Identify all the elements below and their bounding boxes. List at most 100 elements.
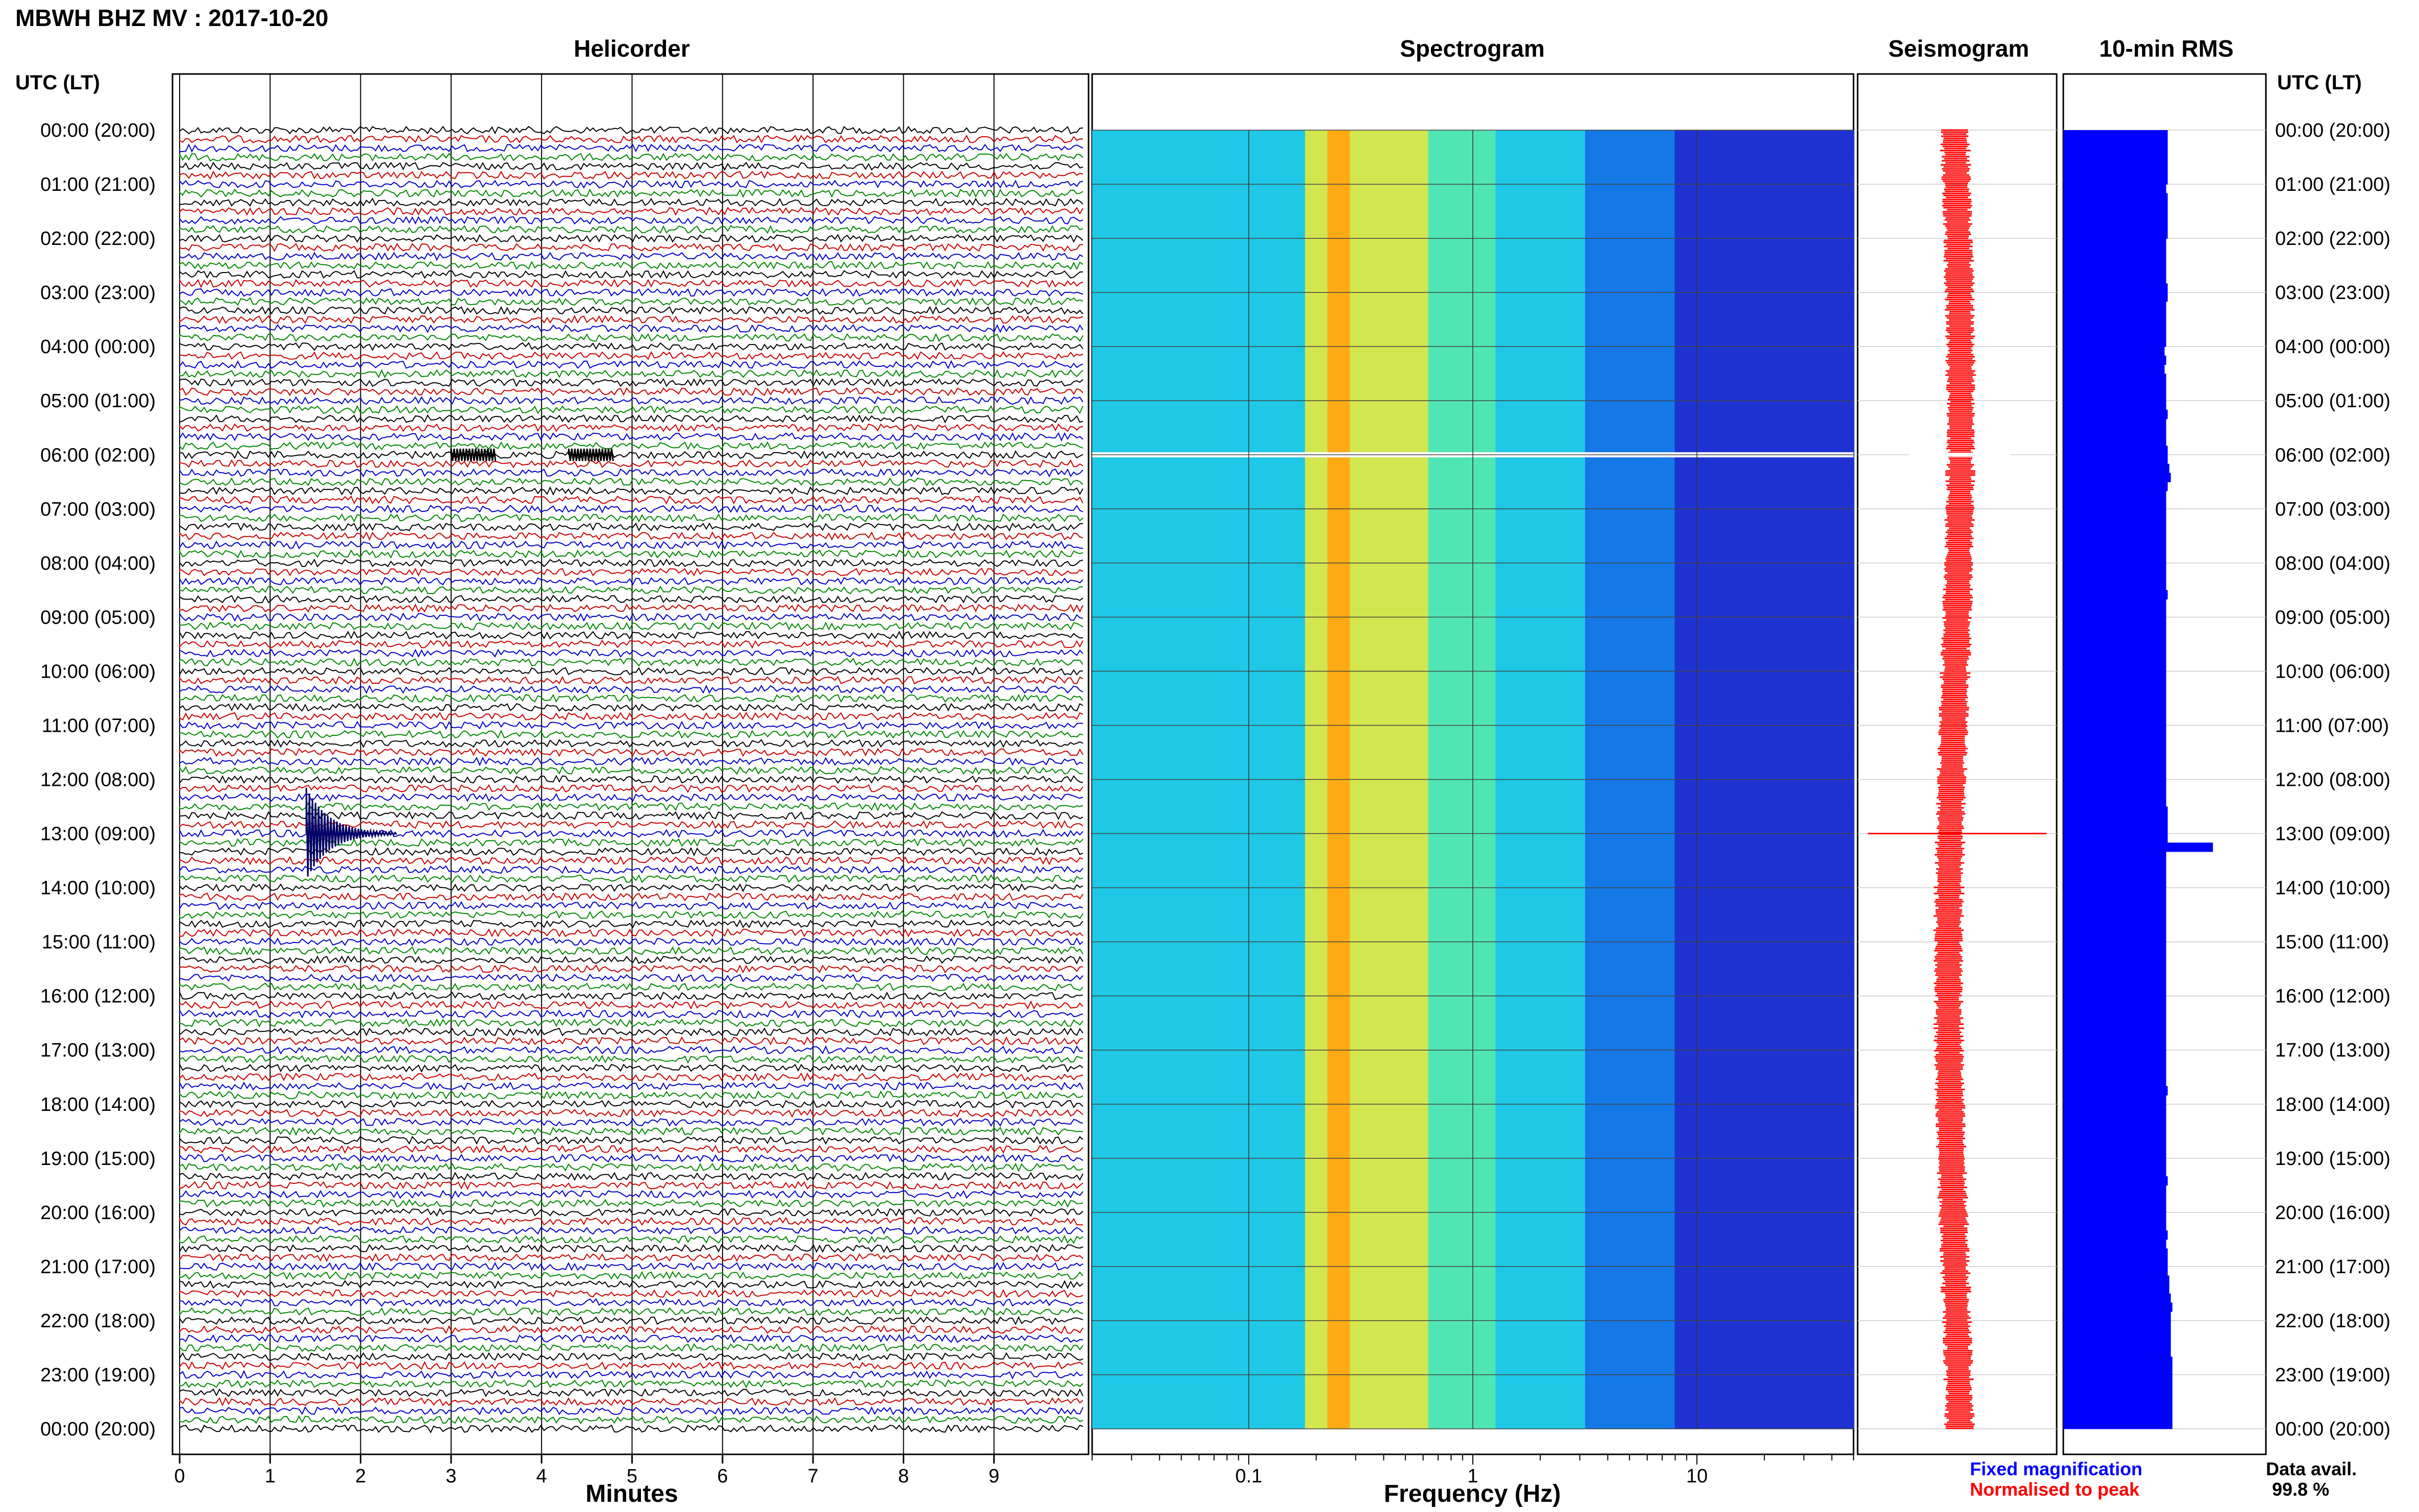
spectrogram-cell (1753, 860, 1765, 888)
spectrogram-cell (1607, 617, 1619, 645)
spectrogram-cell (1215, 671, 1227, 699)
spectrogram-cell (1428, 1050, 1440, 1078)
spectrogram-cell (1383, 455, 1395, 482)
spectrogram-cell (1708, 428, 1720, 455)
spectrogram-cell (1697, 914, 1709, 943)
spectrogram-cell (1181, 671, 1194, 699)
spectrogram-cell (1271, 590, 1283, 617)
spectrogram-cell (1361, 482, 1373, 509)
time-label-right: 19:00 (15:00) (2275, 1148, 2390, 1170)
spectrogram-cell (1809, 969, 1821, 997)
spectrogram-cell (1271, 211, 1283, 239)
spectrogram-cell (1238, 265, 1249, 293)
spectrogram-cell (1294, 752, 1305, 780)
spectrogram-cell (1350, 752, 1362, 780)
spectrogram-cell (1742, 292, 1754, 320)
spectrogram-cell (1719, 833, 1732, 861)
spectrogram-cell (1238, 130, 1249, 158)
spectrogram-cell (1181, 887, 1194, 915)
spectrogram-cell (1204, 1402, 1216, 1429)
spectrogram-cell (1507, 1185, 1518, 1213)
spectrogram-cell (1439, 941, 1451, 970)
spectrogram-cell (1719, 238, 1732, 266)
spectrogram-cell (1820, 1158, 1832, 1186)
spectrogram-cell (1394, 725, 1406, 753)
spectrogram-cell (1832, 401, 1843, 428)
spectrogram-cell (1697, 509, 1709, 536)
spectrogram-cell (1170, 157, 1182, 185)
spectrogram-cell (1630, 482, 1642, 509)
spectrogram-cell (1495, 1185, 1507, 1213)
spectrogram-cell (1148, 292, 1160, 320)
rms-bar (2063, 1122, 2166, 1132)
spectrogram-cell (1775, 482, 1787, 509)
spectrogram-cell (1372, 428, 1384, 455)
spectrogram-cell (1708, 806, 1720, 834)
spectrogram-cell (1193, 374, 1205, 401)
spectrogram-cell (1439, 752, 1451, 780)
spectrogram-cell (1204, 941, 1216, 970)
spectrogram-cell (1193, 698, 1205, 726)
spectrogram-cell (1798, 346, 1810, 374)
spectrogram-cell (1350, 563, 1362, 590)
spectrogram-cell (1798, 1023, 1810, 1051)
spectrogram-cell (1798, 1266, 1810, 1294)
spectrogram-cell (1674, 130, 1687, 158)
rms-bar (2063, 806, 2168, 816)
spectrogram-cell (1529, 1185, 1541, 1213)
rms-bar (2063, 581, 2166, 590)
spectrogram-cell (1551, 914, 1563, 943)
spectrogram-cell (1753, 1212, 1765, 1240)
spectrogram-cell (1170, 265, 1182, 293)
spectrogram-cell (1630, 401, 1642, 428)
spectrogram-cell (1238, 1347, 1249, 1375)
spectrogram-cell (1753, 1131, 1765, 1159)
spectrogram-cell (1775, 319, 1787, 347)
time-label-right: 17:00 (13:00) (2275, 1040, 2390, 1061)
spectrogram-cell (1742, 1375, 1754, 1402)
spectrogram-cell (1215, 1131, 1227, 1159)
helicorder-trace (179, 459, 1083, 468)
spectrogram-cell (1394, 860, 1406, 888)
spectrogram-cell (1809, 671, 1821, 699)
spectrogram-cell (1775, 563, 1787, 590)
spectrogram-cell (1742, 401, 1754, 428)
spectrogram-cell (1125, 644, 1138, 672)
spectrogram-cell (1798, 914, 1810, 943)
spectrogram-cell (1607, 1077, 1619, 1105)
spectrogram-cell (1439, 1077, 1451, 1105)
spectrogram-cell (1271, 1266, 1283, 1294)
spectrogram-cell (1686, 941, 1698, 970)
spectrogram-cell (1574, 184, 1586, 212)
spectrogram-cell (1361, 184, 1373, 212)
spectrogram-cell (1775, 1158, 1787, 1186)
spectrogram-cell (1574, 1023, 1586, 1051)
spectrogram-cell (1159, 1320, 1171, 1348)
spectrogram-cell (1372, 1293, 1384, 1321)
spectrogram-cell (1473, 1077, 1485, 1105)
spectrogram-cell (1249, 590, 1261, 617)
spectrogram-cell (1596, 184, 1608, 212)
spectrogram-cell (1686, 671, 1698, 699)
spectrogram-cell (1226, 671, 1239, 699)
spectrogram-cell (1652, 184, 1664, 212)
spectrogram-cell (1518, 833, 1529, 861)
spectrogram-cell (1305, 833, 1317, 861)
spectrogram-cell (1697, 887, 1709, 915)
spectrogram-cell (1563, 1077, 1574, 1105)
spectrogram-cell (1462, 914, 1474, 943)
spectrogram-cell (1585, 1158, 1597, 1186)
rms-bar (2063, 1077, 2166, 1086)
spectrogram-cell (1585, 996, 1597, 1024)
spectrogram-cell (1383, 265, 1395, 293)
spectrogram-cell (1775, 833, 1787, 861)
spectrogram-cell (1551, 211, 1563, 239)
spectrogram-cell (1305, 887, 1317, 915)
spectrogram-cell (1339, 806, 1350, 834)
spectrogram-cell (1405, 1023, 1418, 1051)
spectrogram-cell (1372, 941, 1384, 970)
spectrogram-cell (1439, 184, 1451, 212)
spectrogram-cell (1753, 969, 1765, 997)
spectrogram-cell (1753, 996, 1765, 1024)
rms-bar (2063, 960, 2166, 970)
